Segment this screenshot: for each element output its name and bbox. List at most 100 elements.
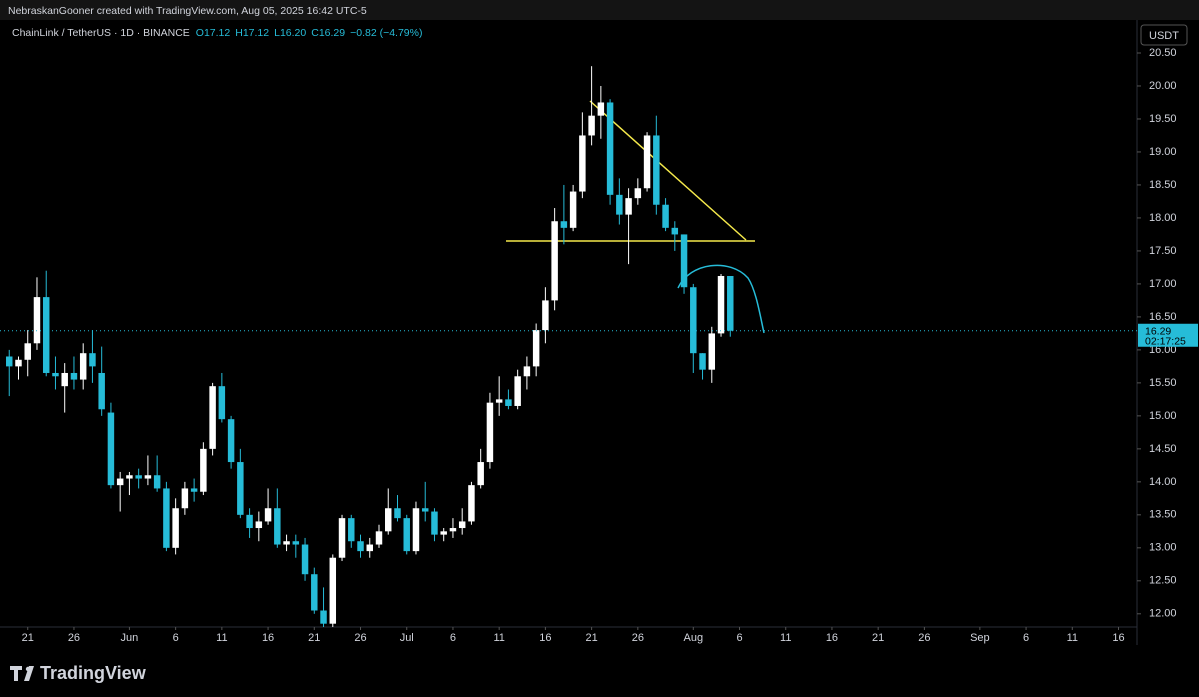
- candle-body: [329, 557, 337, 624]
- ohlc-value: L16.20: [274, 27, 306, 39]
- candle-body: [348, 518, 355, 542]
- candle-body: [375, 531, 383, 545]
- x-tick-label: 21: [308, 632, 320, 644]
- candle-body: [264, 508, 272, 522]
- candle-body: [421, 508, 429, 512]
- candle-body: [403, 518, 410, 552]
- candle-body: [255, 521, 263, 529]
- x-tick-label: 26: [68, 632, 80, 644]
- candle-body: [477, 462, 484, 486]
- candle-body: [643, 135, 651, 189]
- candle-body: [52, 372, 59, 377]
- candle-body: [200, 448, 207, 492]
- y-tick-label: 19.00: [1149, 146, 1177, 158]
- projection-curve[interactable]: [677, 264, 765, 334]
- candle-body: [699, 353, 706, 370]
- candle-body: [542, 300, 549, 331]
- candle-body: [98, 372, 105, 410]
- x-tick-label: 26: [918, 632, 930, 644]
- candle-body: [153, 475, 161, 489]
- y-tick-label: 12.00: [1149, 608, 1177, 620]
- candle-body: [15, 359, 22, 367]
- x-tick-label: 16: [539, 632, 551, 644]
- y-tick-label: 18.00: [1149, 212, 1177, 224]
- x-tick-label: 21: [872, 632, 884, 644]
- trend-line[interactable]: [589, 100, 747, 241]
- candle-body: [218, 386, 226, 420]
- candle-body: [440, 531, 447, 535]
- candle-body: [616, 194, 623, 215]
- candle-body: [523, 366, 531, 377]
- candle-body: [190, 488, 198, 492]
- candle-body: [588, 115, 595, 136]
- currency-box[interactable]: [1140, 24, 1188, 46]
- x-tick-label: 16: [262, 632, 274, 644]
- currency[interactable]: USDT: [1149, 30, 1179, 42]
- candle-body: [394, 508, 401, 519]
- x-tick-label: 21: [22, 632, 34, 644]
- candle-body: [671, 227, 679, 235]
- last-price-box: [1138, 323, 1198, 347]
- last-price: 16.29: [1145, 326, 1171, 338]
- candle-body: [717, 275, 725, 334]
- candle-body: [6, 356, 13, 367]
- candle-body: [246, 514, 253, 529]
- y-tick-label: 20.00: [1149, 80, 1177, 92]
- candle-body: [274, 508, 281, 545]
- candle-body: [727, 275, 734, 331]
- candle-body: [301, 544, 309, 575]
- candle-body: [144, 475, 152, 479]
- x-tick-label: 16: [1112, 632, 1124, 644]
- candle-body: [181, 488, 189, 509]
- candle-body: [366, 544, 373, 552]
- x-tick-label: 11: [493, 632, 504, 644]
- y-tick-label: 18.50: [1149, 179, 1177, 191]
- x-tick-label: Aug: [684, 632, 704, 644]
- candle-body: [33, 297, 41, 344]
- candle-body: [412, 508, 420, 552]
- candle-body: [449, 528, 457, 532]
- x-tick-label: 6: [736, 632, 742, 644]
- candle-body: [227, 419, 235, 463]
- candle-body: [486, 402, 494, 463]
- ohlc-value: O17.12: [196, 27, 231, 39]
- candle-body: [89, 353, 96, 367]
- ohlc-value: H17.12: [235, 27, 269, 39]
- y-tick-label: 12.50: [1149, 575, 1177, 587]
- x-tick-label: Jul: [400, 632, 414, 644]
- candle-body: [431, 511, 438, 535]
- x-tick-label: 6: [173, 632, 179, 644]
- candle-body: [653, 135, 660, 205]
- candle-body: [209, 386, 216, 449]
- x-tick-label: 6: [1023, 632, 1029, 644]
- candle-body: [357, 541, 364, 552]
- candle-body: [338, 518, 346, 558]
- x-tick-label: 26: [354, 632, 366, 644]
- y-tick-label: 14.00: [1149, 476, 1177, 488]
- y-tick-label: 19.50: [1149, 113, 1177, 125]
- brand: TradingView: [40, 663, 147, 683]
- x-tick-label: 11: [780, 632, 791, 644]
- candle-body: [42, 297, 50, 373]
- x-tick-label: 11: [1067, 632, 1078, 644]
- ohlc-value: C16.29: [311, 27, 345, 39]
- candle-body: [311, 574, 318, 611]
- x-tick-label: 6: [450, 632, 456, 644]
- y-tick-label: 16.50: [1149, 311, 1177, 323]
- candle-body: [385, 508, 392, 532]
- header-bar: [0, 0, 1199, 20]
- candle-body: [662, 204, 669, 228]
- x-tick-label: Sep: [970, 632, 990, 644]
- candle-body: [569, 191, 577, 228]
- brand-logo: [10, 666, 34, 681]
- y-tick-label: 20.50: [1149, 47, 1177, 59]
- candle-body: [680, 234, 688, 288]
- candle-body: [320, 610, 327, 624]
- candle-body: [107, 412, 115, 486]
- candle-body: [625, 198, 632, 215]
- candle-body: [116, 478, 124, 486]
- candle-body: [172, 508, 179, 548]
- y-tick-label: 17.00: [1149, 278, 1177, 290]
- x-tick-label: 11: [216, 632, 227, 644]
